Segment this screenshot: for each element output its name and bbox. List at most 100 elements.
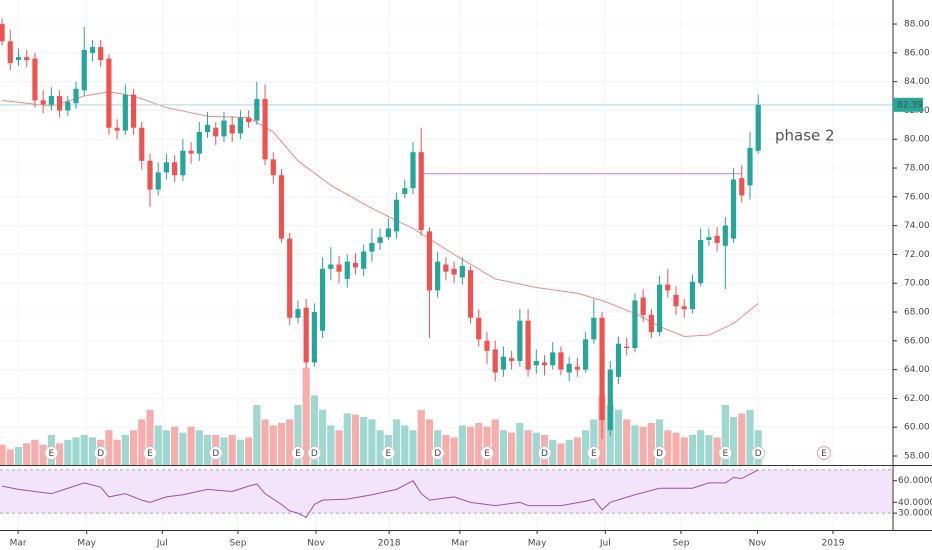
- volume-bar: [738, 413, 746, 465]
- volume-bar: [31, 439, 39, 465]
- volume-bar: [162, 430, 171, 465]
- y-tick-label: 68.00: [904, 308, 930, 318]
- volume-bar: [6, 449, 14, 465]
- volume-bar: [466, 426, 475, 465]
- event-label: D: [311, 449, 318, 459]
- volume-bar: [401, 425, 409, 465]
- volume-bar: [195, 430, 203, 465]
- x-tick-label: May: [528, 539, 547, 549]
- volume-bar: [302, 367, 310, 465]
- candle-body: [40, 100, 46, 105]
- event-marker: [307, 446, 322, 460]
- event-marker: [430, 446, 445, 460]
- volume-bar: [368, 419, 376, 465]
- candle-body: [599, 317, 605, 421]
- event-label: D: [212, 449, 219, 459]
- candle-body: [344, 261, 350, 279]
- candle-body: [303, 307, 309, 363]
- volume-bar: [450, 437, 458, 465]
- y-tick-label: 74.00: [904, 221, 930, 231]
- candle-body: [114, 127, 120, 131]
- event-label: E: [722, 449, 728, 459]
- candle-body: [204, 124, 211, 133]
- volume-bar: [524, 430, 532, 465]
- candle-body: [583, 339, 589, 370]
- volume-bar: [458, 425, 466, 465]
- x-tick-label: Sep: [229, 539, 246, 549]
- volume-bar: [245, 437, 253, 465]
- candle-body: [130, 94, 137, 128]
- annotation: phase 2: [775, 127, 835, 145]
- volume-bar: [565, 439, 573, 465]
- volume-bar: [491, 419, 499, 465]
- volume-bar: [179, 432, 187, 465]
- volume-bar: [113, 439, 121, 465]
- candle-body: [747, 147, 753, 186]
- candle-body: [172, 162, 178, 176]
- y-tick-label: 84.00: [904, 77, 930, 87]
- volume-bar: [105, 430, 113, 465]
- volume-bar: [318, 409, 327, 465]
- y-tick-label: 88.00: [904, 20, 930, 30]
- moving-average: [1, 91, 759, 337]
- event-label: E: [49, 449, 55, 459]
- volume-bar: [343, 413, 351, 465]
- volume-bar: [129, 430, 138, 465]
- volume-bar: [647, 423, 655, 465]
- rsi-y-tick-label: 30.0000: [898, 509, 932, 519]
- volume-bar: [417, 409, 425, 465]
- volume-bar: [351, 414, 360, 465]
- candle-body: [698, 240, 704, 284]
- volume-bar: [729, 417, 738, 465]
- volume-bar: [236, 439, 245, 465]
- candle-body: [221, 120, 227, 137]
- candle-body: [410, 152, 416, 189]
- volume-bar: [680, 437, 688, 465]
- candle-body: [369, 242, 375, 252]
- volume-bar: [697, 430, 705, 465]
- candle-body: [648, 314, 654, 333]
- x-tick-label: Sep: [672, 539, 689, 549]
- event-label: D: [656, 449, 663, 459]
- volume-bar: [392, 419, 401, 465]
- candle-body: [435, 261, 441, 291]
- volume-bar: [721, 405, 729, 465]
- volume-bar: [14, 447, 23, 465]
- volume-bar: [286, 419, 294, 465]
- volume-bar: [573, 437, 581, 465]
- event-label: D: [541, 449, 548, 459]
- candle-body: [418, 152, 424, 230]
- candle-body: [81, 49, 87, 91]
- candle-body: [566, 363, 572, 373]
- volume-bar: [688, 435, 697, 465]
- candle-body: [254, 98, 260, 121]
- y-tick-label: 72.00: [904, 250, 930, 260]
- volume-bar: [499, 430, 508, 465]
- event-label: E: [386, 449, 392, 459]
- price-badge-label: 82.39: [897, 100, 923, 110]
- volume-bar: [705, 435, 713, 465]
- volume-bar: [549, 439, 557, 465]
- event-label: D: [434, 449, 441, 459]
- volume-bar: [376, 430, 384, 465]
- volume-bar: [590, 419, 598, 465]
- volume-bar: [23, 443, 31, 465]
- event-label: D: [755, 449, 762, 459]
- volume-bar: [253, 405, 261, 465]
- candle-body: [122, 94, 128, 131]
- candle-body: [32, 58, 38, 101]
- event-marker: [381, 446, 396, 460]
- volume-bar: [220, 437, 228, 465]
- candle-body: [246, 117, 252, 122]
- volume-bar: [269, 425, 277, 465]
- candle-body: [476, 317, 482, 340]
- volume-bar: [335, 430, 343, 465]
- volume-bar: [121, 435, 129, 465]
- candle-body: [89, 47, 96, 53]
- candle-body: [517, 320, 523, 361]
- candle-body: [681, 306, 687, 310]
- candle-body: [98, 47, 104, 61]
- candle-body: [714, 235, 720, 243]
- candle-body: [15, 57, 22, 61]
- candle-body: [352, 263, 359, 268]
